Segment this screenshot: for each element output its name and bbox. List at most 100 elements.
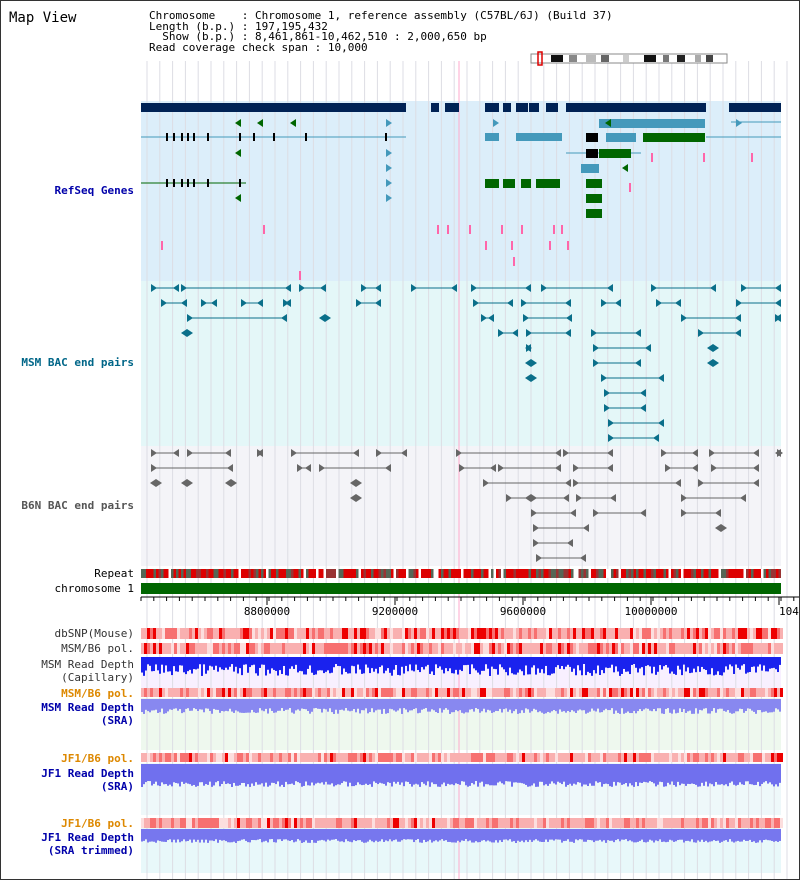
heat-cell [528,688,531,697]
heat-cell [678,753,681,762]
depth-bar [501,765,503,784]
repeat-block [688,569,691,578]
repeat-block [458,569,461,578]
repeat-block [388,569,391,578]
depth-bar [643,830,645,843]
heat-cell [582,753,585,762]
heat-cell [771,688,774,697]
heat-cell [261,753,264,762]
heat-cell [168,688,171,697]
depth-bar [735,765,737,786]
depth-bar [345,765,347,782]
depth-bar [321,765,323,783]
depth-bar [311,658,313,673]
heat-cell [276,643,279,654]
depth-bar [319,830,321,841]
b6n-bac-pairs [150,449,783,562]
repeat-block [748,569,751,578]
heat-cell [240,818,243,828]
depth-bar [289,658,291,669]
b6n-bac-end-pairs-label[interactable]: B6N BAC end pairs [21,499,134,512]
depth-bar [515,658,517,675]
repeat-block [358,569,361,578]
repeat-block [551,569,554,578]
depth-bar [165,765,167,785]
heat-cell [408,688,411,697]
repeat-block [628,569,631,578]
heat-cell [387,753,390,762]
refseq-genes-label[interactable]: RefSeq Genes [54,184,134,197]
repeat-block [723,569,726,578]
repeat-block [456,569,459,578]
depth-bar [779,700,781,712]
depth-bar [153,765,155,784]
heat-cell [171,818,174,828]
heat-cell [666,628,669,639]
depth-bar [215,658,217,666]
depth-bar [507,830,509,841]
depth-bar [521,700,523,711]
heat-cell [486,688,489,697]
heat-cell [582,628,585,639]
heat-cell [186,643,189,654]
depth-bar [365,830,367,843]
feature-arrow [531,509,537,517]
depth-bar [759,830,761,841]
depth-bar [535,658,537,675]
heat-cell [300,643,303,654]
heat-cell [489,643,492,654]
heat-cell [606,688,609,697]
feature-arrow [665,464,671,472]
depth-bar [349,700,351,712]
depth-bar [599,765,601,783]
depth-bar [367,830,369,842]
feature-arrow [181,479,187,487]
depth-bar [669,700,671,713]
depth-bar [323,658,325,674]
depth-bar [319,700,321,709]
depth-bar [297,830,299,840]
depth-bar [295,765,297,782]
heat-cell [411,643,414,654]
feature-arrow [156,479,162,487]
heat-cell [324,688,327,697]
depth-bar [321,658,323,671]
depth-bar [197,765,199,786]
depth-bar [435,658,437,665]
gene-block [516,103,528,112]
heat-cell [333,753,336,762]
depth-bar [699,658,701,672]
msm-bac-end-pairs-label[interactable]: MSM BAC end pairs [21,356,134,369]
heat-cell [744,688,747,697]
depth-bar [189,830,191,840]
depth-bar [479,830,481,843]
heat-cell [435,628,438,639]
depth-bar [159,700,161,713]
depth-bar [615,700,617,711]
heat-cell [774,643,777,654]
gene-block [529,103,539,112]
heat-cell [348,818,351,828]
exon [207,133,209,141]
feature-arrow [506,494,512,502]
heat-cell [540,818,543,828]
repeat-block [236,569,239,578]
heat-cell [642,688,645,697]
repeat-block [606,569,609,578]
heat-cell [693,628,696,639]
depth-bar [169,765,171,785]
repeat-block [386,569,389,578]
depth-bar [447,765,449,784]
heat-cell [444,753,447,762]
depth-bar [193,765,195,785]
heat-cell [603,643,606,654]
feature-arrow [320,284,326,292]
repeat-block [341,569,344,578]
heat-cell [690,818,693,828]
heat-cell [234,818,237,828]
repeat-block [638,569,641,578]
depth-bar [443,700,445,710]
heat-cell [684,643,687,654]
heat-cell [675,643,678,654]
